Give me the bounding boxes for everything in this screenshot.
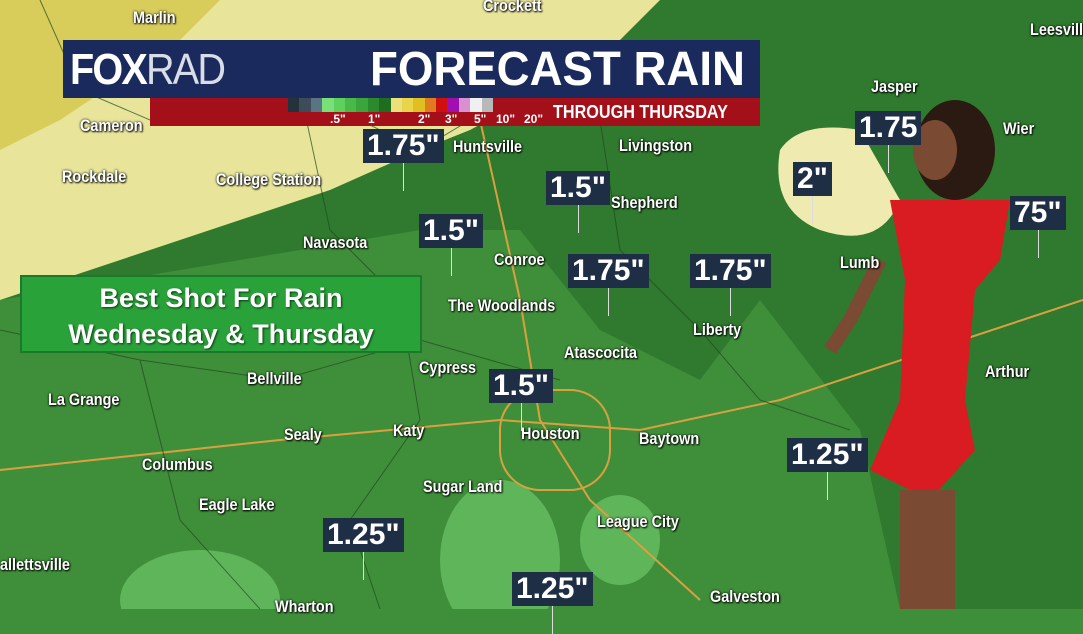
city-label: Marlin	[133, 8, 176, 27]
header-bar	[63, 40, 760, 98]
legend-swatch	[356, 98, 368, 112]
logo-fox: FOX	[70, 45, 148, 94]
city-label: Cameron	[80, 116, 143, 135]
city-label: Baytown	[639, 429, 700, 448]
city-label: Jasper	[871, 77, 918, 96]
legend-label: .5"	[330, 112, 346, 126]
legend-swatch	[379, 98, 391, 112]
rain-total-label: 1.75	[855, 111, 922, 173]
rain-total-label: 1.5"	[419, 214, 483, 276]
rain-total-label: 1.25"	[512, 572, 593, 634]
legend-swatch	[390, 98, 402, 112]
legend-swatch	[470, 98, 482, 112]
city-label: Sugar Land	[423, 477, 503, 496]
best-shot-banner: Best Shot For Rain Wednesday & Thursday	[20, 275, 422, 353]
legend-label: 10"	[496, 112, 516, 126]
rain-total-label: 1.75"	[363, 129, 444, 191]
city-label: Katy	[393, 421, 425, 440]
city-label: Sealy	[284, 425, 322, 444]
city-label: Huntsville	[453, 137, 523, 156]
rain-total-label: 1.5"	[489, 369, 553, 431]
rain-total-label: 1.75"	[690, 254, 771, 316]
city-label: Lumb	[840, 253, 880, 272]
city-label: Livingston	[619, 136, 693, 155]
legend-swatch	[447, 98, 459, 112]
city-label: Wier	[1003, 119, 1035, 138]
presenter	[824, 100, 1010, 609]
city-label: Columbus	[142, 455, 213, 474]
city-label: Crockett	[483, 0, 542, 15]
legend-swatch	[367, 98, 380, 112]
banner-line1: Best Shot For Rain	[99, 283, 343, 313]
city-label: La Grange	[48, 390, 120, 409]
legend-label: 3"	[445, 112, 458, 126]
city-label: allettsville	[0, 555, 70, 574]
rain-legend	[288, 98, 494, 112]
rain-total-label: 2"	[793, 162, 832, 224]
city-label: Navasota	[303, 233, 368, 252]
city-label: Wharton	[275, 597, 334, 616]
city-label: Bellville	[247, 369, 302, 388]
legend-label: 2"	[418, 112, 431, 126]
city-label: Atascocita	[564, 343, 638, 362]
rain-total-label: 75"	[1010, 196, 1066, 258]
legend-label: 5"	[474, 112, 487, 126]
rain-total-label: 1.5"	[546, 171, 610, 233]
city-label: Galveston	[710, 587, 780, 606]
legend-label: 20"	[524, 112, 544, 126]
legend-swatch	[401, 98, 414, 112]
subtitle: THROUGH THURSDAY	[553, 102, 728, 122]
light-yellow-zone	[778, 127, 900, 236]
legend-swatch	[436, 98, 448, 112]
foxrad-logo: FOXRAD	[70, 45, 226, 95]
legend-swatch	[322, 98, 334, 112]
highways	[0, 119, 1083, 601]
city-label: Leesville	[1030, 20, 1083, 39]
rain-total-label: 1.25"	[787, 438, 868, 500]
legend-swatch	[299, 98, 311, 112]
city-label: Conroe	[494, 250, 545, 269]
legend-swatch	[458, 98, 471, 112]
city-label: Arthur	[985, 362, 1030, 381]
city-label: Cypress	[419, 358, 477, 377]
city-label: Houston	[521, 424, 580, 443]
rain-total-label: 1.75"	[568, 254, 649, 316]
page-title: FORECAST RAIN	[370, 43, 745, 96]
city-label: The Woodlands	[448, 296, 556, 315]
city-label: College Station	[216, 170, 322, 189]
city-label: Rockdale	[62, 167, 127, 186]
city-label: Shepherd	[611, 193, 678, 212]
legend-label: 1"	[368, 112, 381, 126]
city-label: Eagle Lake	[199, 495, 275, 514]
legend-labels: .5" 1" 2" 3" 5" 10" 20"	[288, 112, 550, 126]
banner-line2: Wednesday & Thursday	[68, 319, 374, 349]
legend-swatch	[481, 98, 494, 112]
city-label: Liberty	[693, 320, 742, 339]
rain-total-label: 1.25"	[323, 518, 404, 580]
legend-swatch	[424, 98, 437, 112]
legend-swatch	[333, 98, 345, 112]
logo-rad: RAD	[146, 45, 226, 94]
city-label: League City	[597, 512, 679, 531]
legend-swatch	[288, 98, 300, 112]
legend-swatch	[413, 98, 425, 112]
legend-swatch	[344, 98, 357, 112]
legend-swatch	[310, 98, 323, 112]
